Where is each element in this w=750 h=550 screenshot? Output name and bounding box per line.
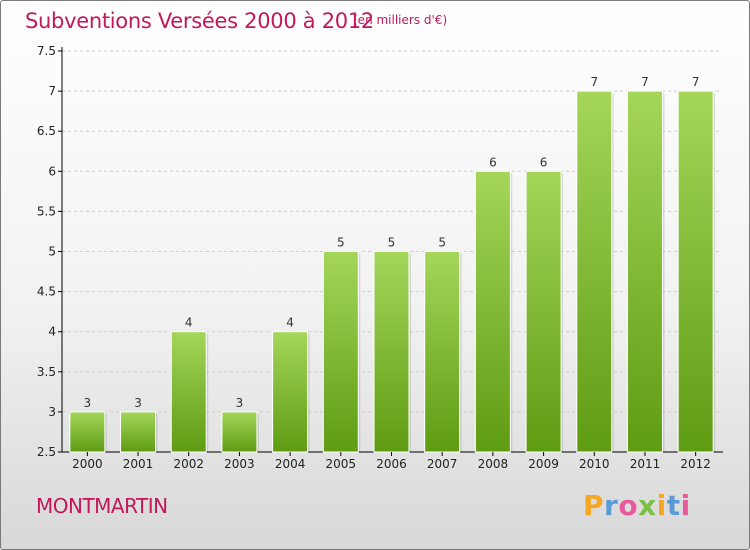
y-tick-label: 6	[48, 164, 56, 178]
y-tick-label: 4	[48, 325, 56, 339]
y-tick-label: 5	[48, 245, 56, 259]
logo-letter: o	[618, 489, 639, 522]
bar-value-label: 5	[438, 236, 446, 250]
bar	[424, 251, 461, 453]
bar	[69, 411, 106, 453]
proxiti-logo: Proxiti	[583, 489, 691, 522]
x-tick-label: 2000	[72, 457, 103, 471]
unit-label: (en milliers d'€)	[353, 13, 448, 27]
logo-letter: r	[604, 489, 619, 522]
commune-name: MONTMARTIN	[36, 494, 168, 518]
y-tick-label: 5.5	[37, 204, 56, 218]
bar	[272, 331, 309, 453]
y-tick-label: 3.5	[37, 365, 56, 379]
y-tick-label: 2.5	[37, 445, 56, 459]
bar	[221, 411, 258, 453]
logo-letter: i	[680, 489, 691, 522]
x-tick-label: 2003	[224, 457, 255, 471]
y-tick-label: 3	[48, 405, 56, 419]
x-tick-label: 2010	[579, 457, 610, 471]
bar-value-label: 5	[337, 236, 345, 250]
bar-value-label: 4	[286, 316, 294, 330]
x-tick-label: 2008	[478, 457, 509, 471]
bar	[322, 251, 359, 453]
y-tick-label: 7	[48, 84, 56, 98]
bar	[576, 90, 613, 453]
bar-value-label: 7	[692, 75, 700, 89]
x-tick-label: 2004	[275, 457, 306, 471]
chart-title: Subventions Versées 2000 à 2012	[25, 9, 374, 33]
bar	[626, 90, 663, 453]
bar-value-label: 7	[641, 75, 649, 89]
bar-value-label: 3	[236, 396, 244, 410]
bar	[373, 251, 410, 453]
bar	[525, 170, 562, 453]
logo-letter: x	[638, 489, 657, 522]
bar-value-label: 5	[388, 236, 396, 250]
y-tick-label: 4.5	[37, 285, 56, 299]
bar-value-label: 3	[134, 396, 142, 410]
bar-value-label: 6	[540, 155, 548, 169]
logo-letter: P	[583, 489, 605, 522]
bar	[170, 331, 207, 453]
bar-value-label: 3	[84, 396, 92, 410]
bar	[474, 170, 511, 453]
x-tick-label: 2006	[376, 457, 407, 471]
x-tick-label: 2005	[326, 457, 357, 471]
x-tick-label: 2011	[630, 457, 661, 471]
logo-letter: i	[656, 489, 667, 522]
x-tick-label: 2012	[680, 457, 711, 471]
y-tick-label: 6.5	[37, 124, 56, 138]
x-tick-label: 2001	[123, 457, 154, 471]
x-tick-label: 2009	[528, 457, 559, 471]
logo-letter: t	[666, 489, 681, 522]
y-tick-label: 7.5	[37, 44, 56, 58]
bar-value-label: 6	[489, 155, 497, 169]
bar	[120, 411, 157, 453]
x-tick-label: 2002	[173, 457, 204, 471]
bar-value-label: 7	[590, 75, 598, 89]
x-tick-label: 2007	[427, 457, 458, 471]
bar	[677, 90, 714, 453]
bar-value-label: 4	[185, 316, 193, 330]
